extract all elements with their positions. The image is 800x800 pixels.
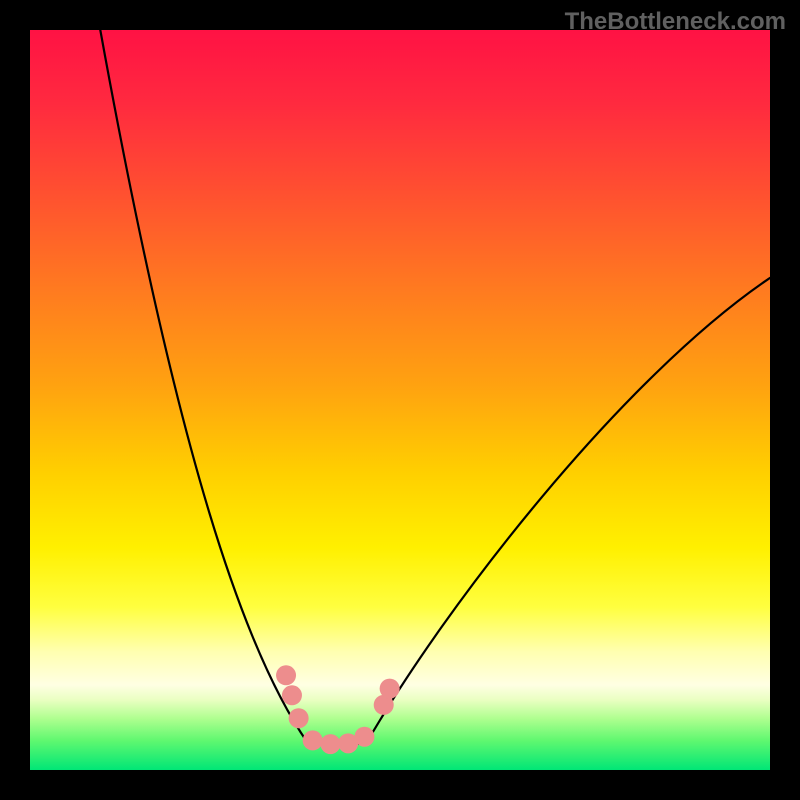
watermark-text: TheBottleneck.com	[565, 8, 786, 36]
marker-dot	[276, 665, 296, 685]
marker-dot	[380, 679, 400, 699]
marker-dot	[354, 727, 374, 747]
chart-svg	[30, 30, 770, 770]
marker-dot	[303, 730, 323, 750]
canvas: TheBottleneck.com	[0, 0, 800, 800]
gradient-rect	[30, 30, 770, 770]
marker-dot	[282, 685, 302, 705]
plot-area	[30, 30, 770, 770]
marker-dot	[320, 734, 340, 754]
marker-dot	[289, 708, 309, 728]
